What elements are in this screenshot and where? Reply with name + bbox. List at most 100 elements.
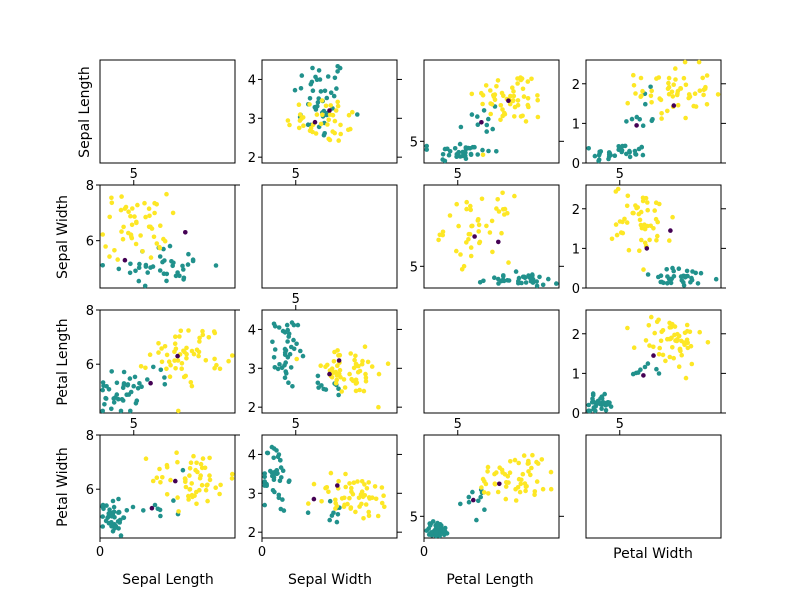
data-point (333, 108, 339, 113)
data-point (200, 456, 206, 461)
data-point (131, 383, 136, 389)
data-point (146, 224, 152, 230)
data-point (346, 127, 351, 133)
data-point (652, 330, 657, 336)
data-point (665, 108, 670, 114)
data-point (285, 327, 291, 333)
data-point (486, 148, 491, 154)
data-point (118, 533, 124, 538)
data-point (213, 485, 218, 491)
panel-r3-c3: 5 (585, 417, 722, 539)
data-point (264, 450, 270, 456)
data-point (162, 375, 167, 380)
data-point (312, 119, 318, 125)
data-point (649, 100, 654, 105)
row-label-petal-width: Petal Width (55, 447, 71, 527)
data-point (640, 152, 646, 158)
data-point (100, 514, 105, 519)
data-point (523, 488, 528, 494)
data-point (484, 122, 490, 128)
data-point (376, 371, 382, 377)
data-point (188, 380, 194, 385)
data-point (272, 365, 278, 370)
data-point (678, 274, 684, 279)
data-point (681, 75, 687, 81)
x-tick-label: 5 (454, 167, 462, 182)
x-tick-label: 5 (292, 167, 300, 182)
data-point (207, 473, 212, 478)
data-point (666, 75, 672, 81)
data-point (186, 493, 191, 499)
data-point (490, 126, 496, 132)
data-point (593, 408, 598, 414)
data-point (494, 206, 499, 211)
data-point (190, 257, 196, 263)
data-point (262, 474, 268, 480)
data-point (338, 131, 344, 137)
y-tick-label: 6 (86, 235, 94, 250)
data-point (682, 275, 688, 280)
data-point (506, 98, 511, 103)
data-point (305, 510, 311, 515)
data-point (342, 502, 347, 508)
data-point (318, 89, 324, 94)
data-point (516, 460, 521, 466)
data-point (502, 472, 508, 477)
data-point (140, 249, 145, 254)
data-point (673, 66, 678, 71)
data-point (194, 460, 199, 466)
data-point (335, 69, 340, 74)
data-point (625, 100, 630, 106)
data-point (490, 249, 495, 255)
data-point (271, 477, 277, 483)
data-point (654, 76, 659, 81)
data-point (272, 489, 277, 495)
data-point (480, 101, 485, 107)
data-point (168, 477, 173, 483)
data-point (540, 486, 546, 492)
data-point (116, 266, 122, 272)
data-point (205, 498, 210, 504)
data-point (512, 193, 517, 199)
data-point (143, 456, 149, 462)
data-point (160, 475, 165, 480)
data-point (168, 362, 173, 368)
data-point (100, 263, 105, 268)
panel-frame (585, 434, 722, 539)
data-point (278, 458, 283, 463)
data-point (667, 276, 673, 282)
y-tick-label: 5 (410, 260, 418, 275)
data-point (586, 402, 591, 408)
data-point (294, 356, 300, 362)
data-point (629, 116, 635, 122)
data-point (534, 479, 540, 484)
data-point (169, 259, 174, 264)
panel-r1-c1: 5 (261, 167, 398, 289)
data-point (513, 269, 519, 274)
data-point (456, 223, 461, 229)
data-point (296, 102, 302, 107)
data-point (641, 373, 646, 378)
data-point (189, 383, 195, 389)
y-tick-label: 5 (410, 510, 418, 525)
data-point (298, 86, 304, 91)
data-point (137, 381, 142, 386)
data-point (315, 380, 321, 386)
y-tick-label: 3 (248, 362, 256, 377)
data-point (282, 346, 288, 352)
data-point (179, 361, 185, 366)
panel-r2-c3: 0 1 2 (572, 309, 726, 422)
data-point (157, 244, 162, 250)
data-point (310, 88, 316, 93)
x-tick-label: 5 (616, 167, 624, 182)
data-point (681, 280, 686, 285)
data-point (143, 214, 148, 220)
data-point (671, 274, 677, 279)
data-point (318, 121, 324, 127)
data-point (475, 122, 481, 127)
data-point (502, 206, 508, 212)
data-point (654, 238, 659, 243)
data-point (114, 392, 120, 397)
data-point (331, 359, 337, 364)
data-point (101, 383, 106, 389)
